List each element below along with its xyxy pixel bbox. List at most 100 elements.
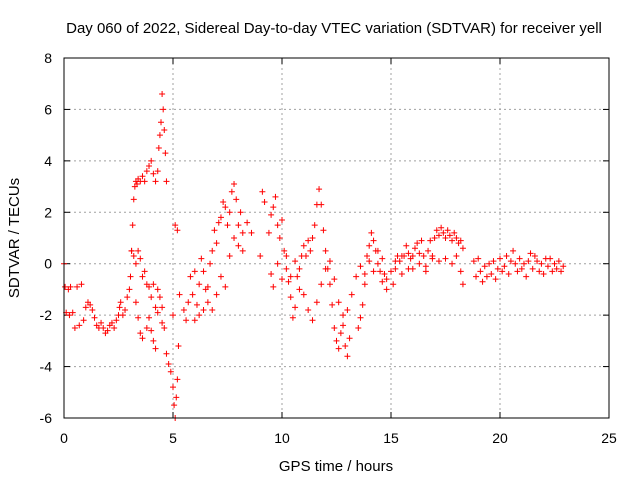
data-point — [486, 260, 493, 267]
data-point — [198, 255, 205, 262]
data-point — [119, 312, 126, 319]
data-point — [560, 263, 567, 270]
data-point — [222, 204, 229, 211]
data-point — [163, 178, 170, 185]
x-axis-label: GPS time / hours — [279, 458, 393, 475]
data-point — [459, 281, 466, 288]
data-point — [62, 283, 69, 290]
data-point — [71, 325, 78, 331]
data-point — [497, 255, 503, 262]
data-point — [516, 255, 523, 262]
data-point — [422, 263, 429, 270]
data-point — [470, 258, 477, 265]
data-point — [320, 227, 327, 234]
data-point — [322, 247, 329, 254]
data-point — [425, 247, 432, 254]
data-point — [420, 253, 427, 259]
data-point — [357, 314, 364, 321]
data-point — [383, 276, 390, 283]
data-point — [139, 273, 146, 280]
data-point — [370, 237, 377, 244]
data-point — [488, 271, 495, 277]
data-point — [289, 314, 296, 321]
data-point — [459, 245, 466, 252]
data-point — [346, 335, 353, 342]
data-point — [514, 268, 521, 275]
data-point — [451, 229, 458, 236]
data-point — [67, 283, 74, 290]
data-point — [446, 232, 453, 239]
y-axis-label: SDTVAR / TECUs — [6, 178, 23, 298]
data-point — [174, 376, 181, 383]
x-tick-label: 5 — [169, 430, 177, 446]
data-point — [300, 242, 307, 249]
data-point — [283, 253, 290, 259]
y-tick-label: 6 — [44, 101, 52, 117]
data-point — [322, 265, 329, 272]
data-point — [270, 283, 277, 290]
data-point — [87, 301, 94, 308]
data-point — [211, 227, 218, 234]
data-point — [503, 253, 510, 259]
data-point — [124, 294, 131, 301]
data-point — [318, 281, 325, 288]
data-point — [248, 229, 255, 236]
data-point — [422, 268, 429, 275]
data-point — [170, 312, 176, 319]
data-point — [174, 227, 181, 234]
data-point — [281, 247, 288, 254]
data-point — [403, 242, 410, 249]
data-point — [207, 260, 214, 267]
data-point — [213, 291, 220, 298]
data-point — [165, 361, 172, 367]
data-point — [80, 317, 87, 324]
data-point — [429, 255, 436, 262]
data-point — [318, 201, 325, 208]
data-point — [127, 273, 134, 280]
data-point — [187, 273, 194, 280]
data-point — [494, 265, 501, 272]
y-tick-label: -6 — [40, 410, 53, 426]
data-point — [116, 304, 123, 311]
data-point — [159, 304, 166, 311]
y-tick-label: -4 — [40, 359, 53, 375]
data-point — [209, 307, 216, 313]
data-point — [331, 276, 338, 283]
data-point — [283, 265, 290, 272]
data-point — [501, 263, 508, 270]
data-points — [61, 91, 567, 421]
data-point — [98, 319, 105, 326]
data-point — [510, 247, 517, 254]
data-point — [416, 250, 423, 257]
plot-frame — [63, 57, 610, 419]
data-point — [141, 178, 148, 185]
y-tick-label: 2 — [44, 204, 52, 220]
data-point — [392, 265, 399, 272]
x-tick-label: 0 — [60, 430, 68, 446]
data-point — [292, 258, 299, 265]
data-point — [379, 278, 386, 285]
data-point — [148, 157, 155, 164]
data-point — [538, 260, 545, 267]
data-point — [383, 286, 390, 293]
data-point — [200, 307, 207, 313]
data-point — [204, 299, 211, 306]
data-point — [453, 253, 460, 259]
data-point — [146, 314, 153, 321]
y-tick-label: -2 — [40, 307, 53, 323]
data-point — [143, 168, 150, 175]
data-point — [163, 350, 170, 357]
data-point — [261, 199, 268, 205]
data-point — [294, 273, 301, 280]
data-point — [555, 258, 562, 265]
data-point — [377, 268, 384, 275]
data-point — [405, 250, 412, 257]
data-point — [499, 268, 506, 275]
data-point — [285, 278, 292, 285]
data-point — [547, 255, 554, 262]
data-point — [523, 273, 530, 280]
data-point — [335, 345, 342, 352]
data-point — [226, 209, 233, 216]
x-tick-label: 20 — [492, 430, 508, 446]
